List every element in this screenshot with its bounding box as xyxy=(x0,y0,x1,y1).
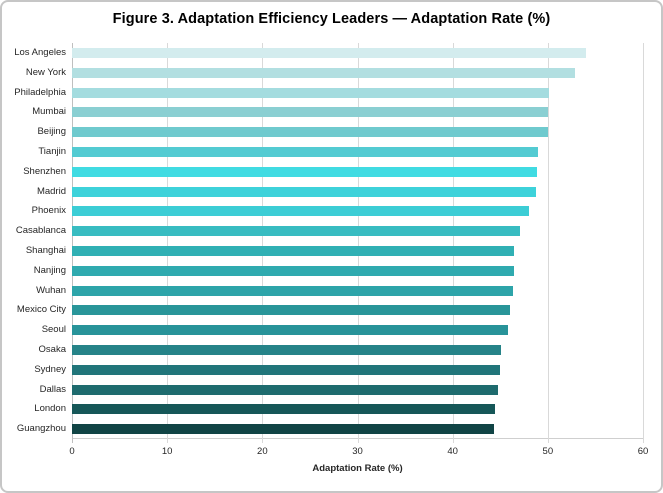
y-axis-label: Casablanca xyxy=(15,225,66,237)
bar-shenzhen xyxy=(72,166,538,177)
gridline xyxy=(547,43,549,443)
y-axis-label: Shanghai xyxy=(25,244,66,256)
chart-title: Figure 3. Adaptation Efficiency Leaders … xyxy=(112,11,551,27)
gridline xyxy=(167,43,169,443)
bar-shanghai xyxy=(72,245,514,256)
x-axis-tick-label: 50 xyxy=(542,446,554,457)
y-axis-label: Phoenix xyxy=(31,205,66,217)
bar-london xyxy=(72,404,496,415)
y-axis-label: Osaka xyxy=(38,343,66,355)
y-axis-line xyxy=(72,43,73,443)
bar-guangzhou xyxy=(72,424,494,435)
y-axis-label: Mumbai xyxy=(32,106,66,118)
x-axis-tick-label: 30 xyxy=(352,446,363,457)
bar-osaka xyxy=(72,344,502,355)
x-axis-tick-label: 20 xyxy=(257,446,268,457)
y-axis-label: Los Angeles xyxy=(14,46,66,58)
y-axis-label: Mexico City xyxy=(16,304,66,316)
gridline xyxy=(643,43,644,443)
bar-mexico-city xyxy=(72,305,510,316)
y-axis-labels: Los Angeles New York Philadelphia Mumbai Bei… xyxy=(2,43,66,439)
x-axis-tick-label: 10 xyxy=(161,446,173,457)
gridline xyxy=(357,43,359,443)
bar-wuhan xyxy=(72,285,513,296)
y-axis-label: Shenzhen xyxy=(23,165,66,177)
x-axis-tick-label: 0 xyxy=(69,446,75,457)
bar-casablanca xyxy=(72,226,521,237)
y-axis-label: Sydney xyxy=(34,363,66,375)
x-axis-ticks: 0 10 20 30 40 50 60 xyxy=(69,446,648,458)
bar-sydney xyxy=(72,364,501,375)
bar-phoenix xyxy=(72,206,529,217)
bar-seoul xyxy=(72,325,508,336)
plot-area xyxy=(72,43,644,443)
bar-dallas xyxy=(72,384,499,395)
x-axis-tick-label: 60 xyxy=(637,446,649,457)
bar-tianjin xyxy=(72,146,539,157)
bar-madrid xyxy=(72,186,537,197)
bar-new-york xyxy=(72,67,576,78)
y-axis-label: Tianjin xyxy=(38,145,66,157)
y-axis-label: Guangzhou xyxy=(16,423,66,435)
x-axis-tick-label: 40 xyxy=(447,446,458,457)
y-axis-label: London xyxy=(34,403,66,415)
y-axis-label: Philadelphia xyxy=(14,86,66,98)
gridline xyxy=(262,43,264,443)
x-axis-title: Adaptation Rate (%) xyxy=(312,463,403,474)
bar-beijing xyxy=(72,127,548,138)
y-axis-label: Madrid xyxy=(36,185,66,197)
bar-los-angeles xyxy=(72,47,586,58)
gridline xyxy=(452,43,454,443)
y-axis-label: New York xyxy=(25,66,66,78)
y-axis-label: Nanjing xyxy=(33,264,66,276)
y-axis-label: Seoul xyxy=(41,324,66,336)
bar-mumbai xyxy=(72,107,548,118)
y-axis-label: Wuhan xyxy=(36,284,66,296)
bar-nanjing xyxy=(72,265,514,276)
y-axis-label: Beijing xyxy=(37,126,66,138)
bar-philadelphia xyxy=(72,87,549,98)
y-axis-label: Dallas xyxy=(39,383,66,395)
